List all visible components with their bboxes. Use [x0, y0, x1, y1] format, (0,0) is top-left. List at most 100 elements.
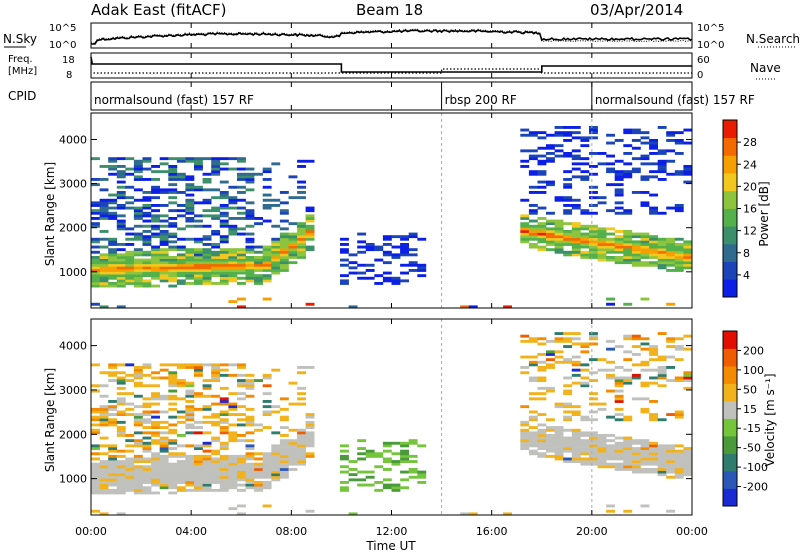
velocity-cell — [520, 420, 530, 424]
velocity-cell — [408, 460, 418, 463]
power-cell — [666, 139, 676, 142]
power-cell — [279, 253, 289, 257]
power-cell — [125, 258, 135, 262]
velocity-cell — [99, 371, 109, 375]
power-cell — [151, 256, 160, 259]
colorbar-tick-label: 4 — [743, 269, 750, 282]
power-cell — [125, 256, 135, 259]
power-cell — [168, 188, 178, 192]
velocity-cell — [640, 441, 650, 445]
power-cell — [151, 188, 160, 192]
power-cell — [580, 224, 590, 228]
velocity-cell — [108, 491, 118, 495]
velocity-cell — [554, 337, 564, 341]
power-cell — [91, 222, 100, 226]
power-cell — [245, 271, 255, 275]
power-cell — [674, 170, 684, 174]
power-cell — [674, 250, 684, 254]
velocity-cell — [116, 371, 126, 375]
power-cell — [159, 279, 169, 283]
velocity-cell — [520, 423, 530, 427]
velocity-cell — [614, 381, 624, 385]
velocity-cell — [563, 418, 573, 422]
velocity-cell — [649, 447, 658, 450]
velocity-cell — [211, 373, 221, 377]
power-cell — [528, 219, 538, 223]
power-cell — [623, 235, 633, 239]
velocity-cell — [340, 481, 349, 484]
power-cell — [245, 217, 255, 220]
velocity-cell — [657, 447, 667, 450]
power-cell — [159, 204, 169, 207]
power-cell — [125, 157, 135, 161]
velocity-cell — [408, 439, 418, 443]
velocity-cell — [125, 457, 135, 461]
power-cell — [133, 237, 143, 241]
power-cell — [640, 240, 650, 244]
colorbar-swatch — [723, 418, 737, 437]
velocity-cell — [340, 449, 349, 453]
frequency-trace — [90, 56, 692, 73]
velocity-cell — [657, 452, 667, 456]
power-cell — [357, 245, 367, 249]
power-cell — [623, 302, 633, 306]
velocity-cell — [151, 452, 160, 456]
velocity-cell — [228, 468, 238, 471]
power-cell — [219, 206, 229, 210]
velocity-cell — [640, 462, 650, 466]
power-cell — [254, 261, 263, 265]
power-cell — [142, 230, 152, 233]
velocity-cell — [589, 410, 598, 414]
velocity-cell — [133, 478, 143, 482]
velocity-cell — [297, 392, 306, 396]
power-cell — [546, 240, 555, 244]
velocity-cell — [211, 481, 221, 484]
velocity-cell — [649, 350, 658, 354]
power-cell — [279, 219, 289, 223]
velocity-cell — [649, 454, 658, 458]
power-cell — [254, 222, 263, 226]
velocity-cell — [237, 454, 246, 458]
velocity-cell — [417, 470, 427, 474]
power-cell — [649, 237, 658, 241]
power-cell — [537, 136, 547, 140]
velocity-cell — [116, 481, 126, 484]
velocity-cell — [202, 465, 212, 469]
velocity-cell — [125, 434, 135, 437]
velocity-cell — [108, 488, 118, 492]
power-cell — [571, 198, 581, 202]
velocity-cell — [176, 462, 186, 466]
power-cell — [125, 167, 135, 171]
velocity-cell — [245, 481, 255, 484]
velocity-cell — [357, 447, 367, 450]
velocity-cell — [674, 460, 684, 463]
power-cell — [683, 248, 693, 252]
power-cell — [666, 269, 676, 272]
velocity-cell — [91, 363, 100, 367]
velocity-cell — [400, 449, 409, 453]
velocity-cell — [245, 457, 255, 461]
velocity-cell — [589, 452, 598, 456]
velocity-cell — [631, 462, 641, 466]
velocity-cell — [271, 468, 281, 471]
power-cell — [116, 224, 126, 228]
power-cell — [305, 235, 315, 239]
velocity-cell — [108, 418, 118, 422]
velocity-cell — [614, 462, 624, 466]
velocity-cell — [563, 402, 573, 406]
power-cell — [528, 149, 538, 153]
colorbar-swatch — [723, 226, 737, 245]
power-cell — [245, 237, 255, 241]
power-cell — [305, 206, 315, 210]
power-cell — [537, 162, 547, 166]
velocity-cell — [185, 392, 195, 396]
power-cell — [606, 227, 615, 231]
colorbar-swatch — [723, 471, 737, 489]
velocity-cell — [194, 444, 203, 448]
power-cell — [159, 230, 169, 233]
velocity-cell — [254, 473, 263, 477]
power-cell — [554, 227, 564, 231]
velocity-cell — [271, 475, 281, 479]
power-cell — [340, 237, 349, 241]
power-cell — [537, 217, 547, 220]
